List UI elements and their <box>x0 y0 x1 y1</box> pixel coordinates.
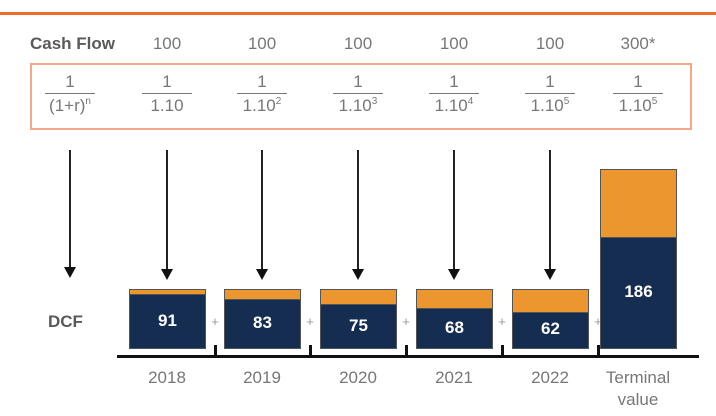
timeline-axis <box>117 355 699 358</box>
discount-numerator: 1 <box>613 72 663 94</box>
period-label: 2018 <box>148 368 186 387</box>
formula-fraction: 1 (1+r)n <box>40 72 100 116</box>
period-label: 2019 <box>243 368 281 387</box>
top-divider <box>0 12 716 15</box>
discount-numerator: 1 <box>333 72 383 94</box>
discount-denominator: 1.105 <box>520 94 580 116</box>
dcf-bar: 75 <box>320 289 397 349</box>
discount-denominator: 1.102 <box>232 94 292 116</box>
axis-tick <box>309 345 312 356</box>
discount-base: 1.10 <box>434 96 468 115</box>
present-value-portion <box>320 304 397 349</box>
cash-flow-value: 300* <box>620 34 656 53</box>
discount-base: 1.10 <box>242 96 276 115</box>
discount-numerator: 1 <box>525 72 575 94</box>
discount-exponent: 4 <box>467 96 474 107</box>
discount-base: 1.10 <box>530 96 564 115</box>
discount-base: 1.10 <box>150 96 184 115</box>
dcf-value: 75 <box>349 315 368 335</box>
dcf-label: DCF <box>48 312 83 331</box>
discount-exponent: 3 <box>371 96 378 107</box>
arrow-down-icon <box>545 150 555 280</box>
plus-sign: + <box>306 314 314 329</box>
discount-denominator: 1.105 <box>608 94 668 116</box>
discount-portion <box>320 289 397 305</box>
discount-factor: 1 1.10 <box>137 72 197 116</box>
present-value-portion <box>600 237 677 349</box>
dcf-bar: 62 <box>512 289 589 349</box>
cash-flow-value: 100 <box>152 34 182 53</box>
dcf-value: 91 <box>158 310 177 330</box>
dcf-bar: 186 <box>600 169 677 349</box>
dcf-value: 62 <box>541 319 560 339</box>
discount-exponent: 2 <box>275 96 282 107</box>
formula-base: (1+r) <box>49 96 86 115</box>
cash-flow-label: Cash Flow <box>30 34 116 53</box>
discount-denominator: 1.103 <box>328 94 388 116</box>
formula-denominator: (1+r)n <box>40 94 100 116</box>
discount-exponent: 5 <box>651 96 658 107</box>
arrow-down-icon <box>449 150 459 280</box>
discount-numerator: 1 <box>142 72 192 94</box>
discount-factor: 1 1.105 <box>520 72 580 116</box>
plus-sign: + <box>594 314 602 329</box>
arrow-down-icon <box>257 150 267 280</box>
discount-exponent: 5 <box>563 96 570 107</box>
present-value-portion <box>512 311 589 349</box>
plus-sign: + <box>402 314 410 329</box>
present-value-portion <box>416 308 493 349</box>
formula-exponent: n <box>85 96 91 107</box>
cash-flow-value: 100 <box>343 34 373 53</box>
arrow-down-icon <box>353 150 363 280</box>
present-value-portion <box>224 299 301 349</box>
axis-tick <box>405 345 408 356</box>
plus-sign: + <box>211 314 219 329</box>
discount-denominator: 1.104 <box>424 94 484 116</box>
present-value-portion <box>129 294 206 349</box>
discount-factor: 1 1.103 <box>328 72 388 116</box>
dcf-value: 186 <box>624 282 653 302</box>
dcf-bar: 83 <box>224 289 301 349</box>
cash-flow-value: 100 <box>247 34 277 53</box>
discount-portion <box>416 289 493 310</box>
period-label: 2020 <box>339 368 377 387</box>
arrow-down-icon <box>162 150 172 280</box>
axis-tick <box>501 345 504 356</box>
dcf-bar: 68 <box>416 289 493 349</box>
formula-numerator: 1 <box>45 72 95 94</box>
discount-factor: 1 1.105 <box>608 72 668 116</box>
plus-sign: + <box>498 314 506 329</box>
discount-base: 1.10 <box>338 96 372 115</box>
discount-portion <box>512 289 589 313</box>
cash-flow-value: 100 <box>535 34 565 53</box>
period-label: 2022 <box>531 368 569 387</box>
dcf-bar: 91 <box>129 289 206 349</box>
dcf-value: 68 <box>445 317 464 337</box>
discount-numerator: 1 <box>237 72 287 94</box>
period-label: Terminal value <box>605 368 671 409</box>
arrow-down-icon <box>65 150 75 278</box>
discount-factor: 1 1.102 <box>232 72 292 116</box>
discount-denominator: 1.10 <box>137 94 197 116</box>
period-label: 2021 <box>435 368 473 387</box>
discount-numerator: 1 <box>429 72 479 94</box>
discount-portion <box>600 169 677 239</box>
discount-factor-box <box>30 63 692 130</box>
axis-tick <box>597 345 600 356</box>
discount-factor: 1 1.104 <box>424 72 484 116</box>
cash-flow-value: 100 <box>439 34 469 53</box>
axis-tick <box>214 345 217 356</box>
dcf-value: 83 <box>253 313 272 333</box>
discount-base: 1.10 <box>618 96 652 115</box>
